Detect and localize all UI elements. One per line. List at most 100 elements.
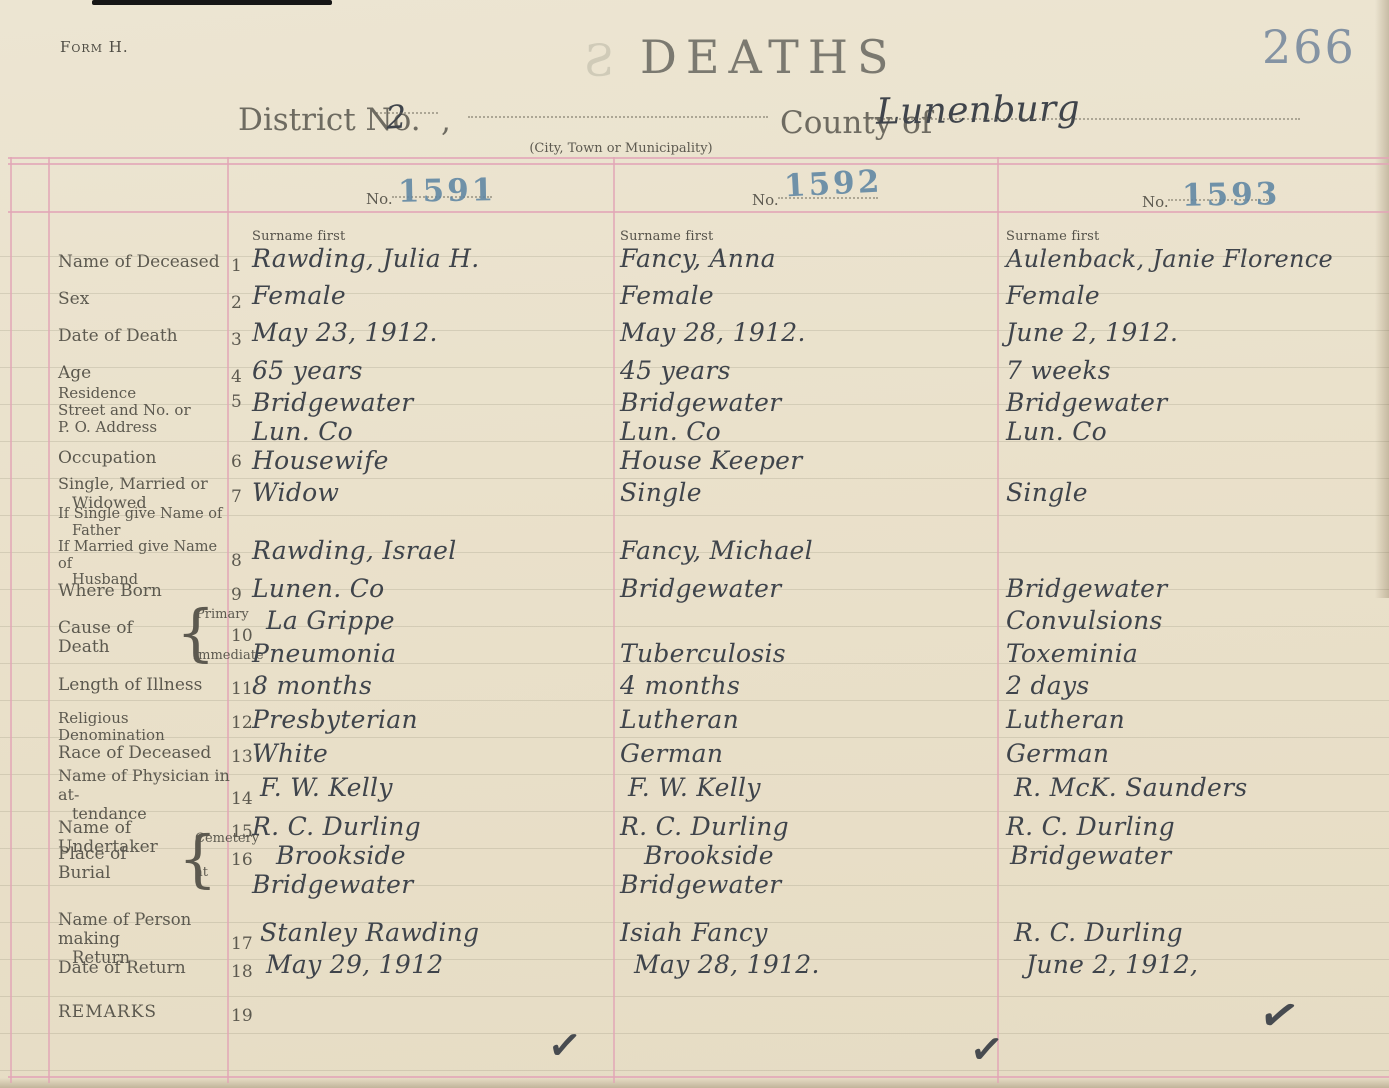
checkmark-col1: ✓: [545, 1020, 584, 1071]
entry-race: White: [252, 739, 329, 768]
record-column-1593: Surname first Aulenback, Janie Florence …: [1006, 0, 1386, 1088]
row-label-date-of-return: Date of Return: [58, 958, 186, 978]
entry-cause-immediate: Tuberculosis: [620, 639, 786, 668]
entry-physician: R. McK. Saunders: [1014, 773, 1248, 802]
city-blank-line: [468, 116, 768, 118]
father-line1: If Single give Name of: [58, 506, 223, 522]
entry-cause-primary: Convulsions: [1006, 606, 1163, 635]
entry-name: Rawding, Julia H.: [252, 244, 480, 273]
no-blank-col1: [392, 196, 492, 198]
entry-cause-immediate: Pneumonia: [252, 639, 397, 668]
row-num-12: 12: [231, 713, 253, 733]
entry-sex: Female: [620, 281, 714, 310]
district-label: District No.: [238, 102, 421, 138]
pink-rule-header-bottom: [8, 211, 1389, 213]
entry-father-husband: Rawding, Israel: [252, 536, 457, 565]
entry-residence-2: Lun. Co: [1006, 417, 1107, 446]
entry-marital: Widow: [252, 478, 340, 507]
entry-marital: Single: [620, 478, 702, 507]
row-label-occupation: Occupation: [58, 448, 157, 468]
row-num-16: 16: [231, 850, 253, 870]
husband-line1: If Married give Name of: [58, 539, 218, 572]
page-number-stamp: 266: [1262, 20, 1356, 74]
entry-marital: Single: [1006, 478, 1088, 507]
entry-undertaker: R. C. Durling: [1006, 812, 1175, 841]
pink-rule-left-outer: [10, 157, 12, 1083]
entry-date-of-return: May 29, 1912: [266, 950, 444, 979]
entry-date-of-death: May 28, 1912.: [620, 318, 806, 347]
row-label-name: Name of Deceased: [58, 252, 220, 272]
entry-religion: Lutheran: [1006, 705, 1126, 734]
entry-where-born: Bridgewater: [620, 574, 782, 603]
entry-length-of-illness: 8 months: [252, 671, 373, 700]
residence-line2: Street and No. or: [58, 401, 191, 419]
no-label-col3: No.: [1142, 193, 1169, 211]
entry-physician: F. W. Kelly: [628, 773, 761, 802]
row-label-place-of-burial: Place of Burial: [58, 844, 127, 883]
entry-person-making-return: Stanley Rawding: [260, 918, 480, 947]
father-line2: Father: [72, 522, 121, 539]
row-label-religious-denomination: Religious Denomination: [58, 709, 165, 744]
row-label-physician: Name of Physician in at- tendance: [58, 766, 232, 823]
entry-where-born: Bridgewater: [1006, 574, 1168, 603]
row-label-cause-of-death: Cause of Death: [58, 618, 133, 657]
physician-line1: Name of Physician in at-: [58, 766, 230, 804]
residence-line1: Residence: [58, 384, 137, 402]
row-num-10: 10: [231, 626, 253, 646]
county-blank-line: [868, 118, 1300, 120]
entry-name: Fancy, Anna: [620, 244, 776, 273]
entry-race: German: [1006, 739, 1110, 768]
surname-note: Surname first: [620, 229, 714, 244]
row-num-5: 5: [231, 392, 242, 412]
entry-sex: Female: [1006, 281, 1100, 310]
entry-residence-1: Bridgewater: [252, 388, 414, 417]
row-num-9: 9: [231, 585, 242, 605]
brace-glyph-cause: {: [176, 596, 216, 669]
entry-length-of-illness: 2 days: [1006, 671, 1090, 700]
row-label-father-husband: If Single give Name of Father If Married…: [58, 506, 232, 589]
row-label-age: Age: [58, 363, 92, 383]
entry-age: 65 years: [252, 356, 363, 385]
entry-residence-1: Bridgewater: [1006, 388, 1168, 417]
entry-date-of-death: May 23, 1912.: [252, 318, 438, 347]
row-label-undertaker: Name of Undertaker: [58, 818, 158, 857]
row-num-7: 7: [231, 487, 242, 507]
entry-religion: Presbyterian: [252, 705, 418, 734]
entry-age: 45 years: [620, 356, 731, 385]
entry-person-making-return: R. C. Durling: [1014, 918, 1183, 947]
entry-physician: F. W. Kelly: [260, 773, 393, 802]
row-label-marital: Single, Married or Widowed: [58, 474, 232, 512]
row-num-14: 14: [231, 789, 253, 809]
entry-burial-at: Bridgewater: [252, 870, 414, 899]
entry-burial-cemetery: Bridgewater: [1010, 841, 1172, 870]
no-label-col1: No.: [366, 190, 393, 208]
row-label-race: Race of Deceased: [58, 743, 212, 763]
marital-line2: Widowed: [72, 493, 147, 512]
row-num-15: 15: [231, 822, 253, 842]
entry-burial-at: Bridgewater: [620, 870, 782, 899]
marital-line1: Single, Married or: [58, 474, 208, 493]
cause-option-primary: Primary: [196, 607, 249, 622]
entry-burial-cemetery: Brookside: [644, 841, 774, 870]
entry-person-making-return: Isiah Fancy: [620, 918, 768, 947]
pink-rule-left-inner: [48, 157, 50, 1083]
entry-date-of-death: June 2, 1912.: [1006, 318, 1179, 347]
entry-undertaker: R. C. Durling: [252, 812, 421, 841]
entry-occupation: Housewife: [252, 446, 389, 475]
page-title: DEATHS: [640, 30, 898, 84]
return-line2: Return: [72, 948, 130, 967]
row-label-sex: Sex: [58, 289, 90, 309]
entry-occupation: House Keeper: [620, 446, 803, 475]
entry-father-husband: Fancy, Michael: [620, 536, 813, 565]
row-label-person-making-return: Name of Person making Return: [58, 910, 232, 967]
pink-rule-label-column: [227, 157, 229, 1083]
entry-length-of-illness: 4 months: [620, 671, 741, 700]
page-edge-shadow-bottom: [0, 1078, 1389, 1088]
row-num-13: 13: [231, 747, 253, 767]
surname-note: Surname first: [1006, 229, 1100, 244]
row-num-2: 2: [231, 293, 242, 313]
row-num-6: 6: [231, 452, 242, 472]
brace-glyph-burial: {: [178, 822, 218, 895]
record-column-1591: Surname first Rawding, Julia H. Female M…: [252, 0, 610, 1088]
